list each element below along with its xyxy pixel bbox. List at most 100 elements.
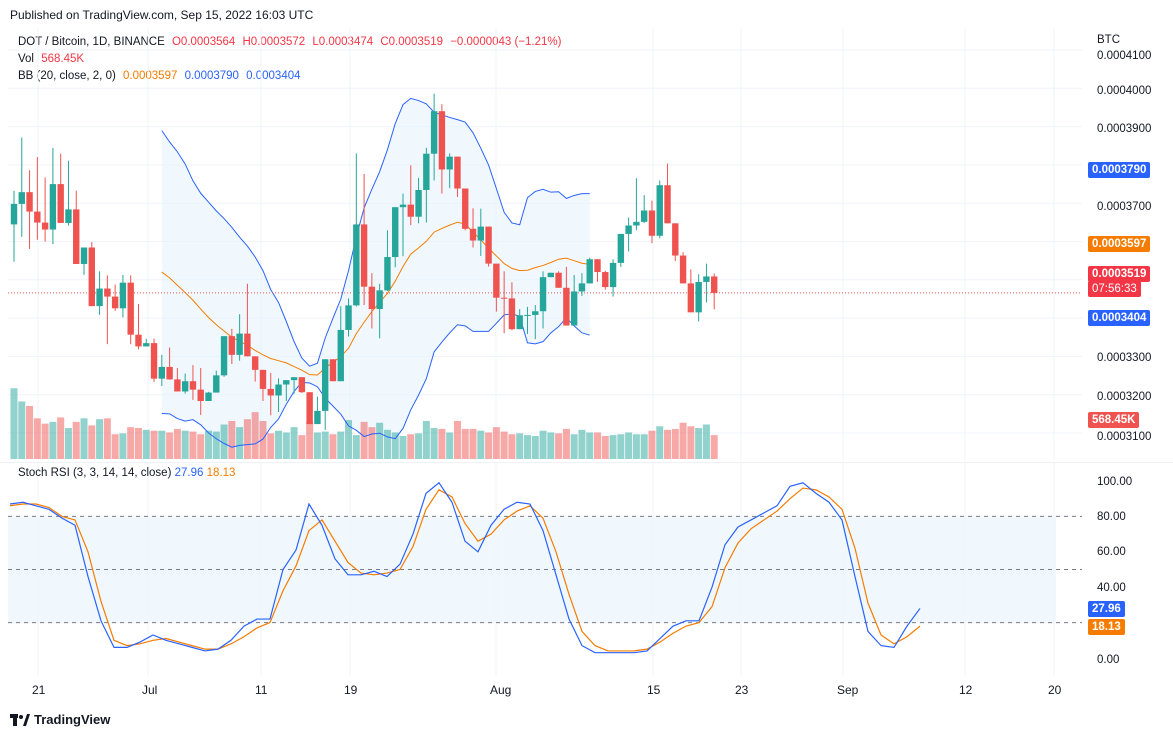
candle-body (407, 204, 414, 217)
volume-bar (523, 435, 531, 459)
candle-body (205, 392, 212, 402)
candle-body (236, 333, 243, 355)
bb-basis-value: 0.0003597 (123, 70, 178, 82)
candle-body (337, 329, 344, 382)
price-tick-label: 0.0003700 (1097, 201, 1151, 213)
candle-body (602, 272, 609, 288)
candle-body (547, 272, 555, 278)
volume-bar (368, 427, 376, 459)
price-chart[interactable]: 0.0004100 0.0004000 0.0003900 0.0003700 0.00… (0, 28, 1173, 460)
change-value: −0.0000043 (−1.21%) (450, 36, 562, 48)
candle-body (34, 211, 41, 223)
candle-body (703, 276, 710, 282)
candle-body (446, 156, 453, 170)
volume-bar (376, 422, 384, 459)
x-tick-label: 15 (647, 683, 661, 697)
volume-bar (562, 428, 570, 459)
bb-basis-badge: 0.0003597 (1088, 236, 1151, 252)
candle-body (679, 255, 687, 284)
volume-bar (259, 420, 267, 459)
volume-bar (710, 435, 718, 459)
volume-bar (313, 432, 321, 459)
candle-body (135, 334, 142, 347)
volume-bar (671, 428, 679, 459)
x-tick-label: 20 (1048, 683, 1062, 697)
volume-bar (205, 430, 212, 459)
candle-body (306, 392, 313, 425)
candle-body (267, 388, 274, 396)
volume-bar (570, 434, 578, 459)
bb-lower-badge: 0.0003404 (1088, 310, 1151, 326)
candle-body (166, 366, 173, 380)
volume-bar (632, 434, 640, 459)
volume-bar (290, 427, 298, 459)
volume-bar (438, 428, 446, 459)
price-tick-label: 0.0004100 (1097, 50, 1151, 62)
candle-body (711, 276, 718, 293)
volume-bar (415, 433, 423, 459)
tradingview-logo[interactable]: TradingView (10, 712, 110, 727)
volume-bar (453, 420, 461, 459)
volume-bar (96, 419, 104, 459)
stoch-tick-label: 0.00 (1097, 654, 1119, 666)
candle-body (111, 296, 119, 309)
volume-bar (111, 434, 119, 459)
candle-body (469, 228, 477, 241)
candle-body (539, 277, 547, 312)
price-tick-label: 0.0003900 (1097, 123, 1151, 135)
volume-bar (150, 430, 158, 459)
candle-body (104, 288, 111, 297)
x-tick-label: 12 (959, 683, 973, 697)
volume-bar (485, 432, 493, 459)
candle-body (672, 223, 679, 256)
candle-body (664, 185, 671, 224)
candle-body (150, 343, 158, 379)
stoch-label[interactable]: Stoch RSI (3, 3, 14, 14, close) (18, 467, 172, 479)
candle-body (423, 153, 430, 190)
bb-label[interactable]: BB (20, close, 2, 0) (18, 70, 116, 82)
price-tick-label: 0.0003200 (1097, 391, 1151, 403)
volume-bar (275, 430, 283, 459)
candle-body (213, 375, 220, 393)
x-tick-label: 21 (32, 683, 46, 697)
volume-bar (383, 429, 391, 459)
candle-body (609, 262, 617, 288)
open-value: O0.0003564 (171, 36, 236, 48)
candle-body (570, 291, 578, 326)
symbol-label[interactable]: DOT / Bitcoin, 1D, BINANCE (18, 36, 165, 48)
volume-bar (625, 432, 633, 459)
stoch-tick-label: 60.00 (1097, 546, 1126, 558)
volume-bar (41, 423, 49, 459)
candle-body (322, 359, 329, 411)
candle-body (500, 297, 508, 299)
price-tick-label: 0.0003100 (1097, 431, 1151, 443)
candle-body (508, 298, 516, 330)
candle-body (384, 257, 391, 291)
volume-value: 568.45K (41, 53, 85, 65)
volume-bar (134, 428, 142, 459)
stoch-rsi-chart[interactable]: 100.00 80.00 60.00 40.00 0.00 (0, 462, 1173, 676)
volume-bar (539, 430, 547, 459)
stoch-d-badge: 18.13 (1088, 619, 1125, 635)
tradingview-icon (10, 713, 30, 726)
candle-body (477, 226, 484, 241)
volume-bar (461, 428, 469, 459)
candle-body (329, 359, 337, 382)
volume-bar (407, 434, 415, 459)
volume-bar (352, 435, 360, 459)
candle-body (368, 286, 376, 310)
candle-body (695, 281, 702, 313)
volume-bar (601, 436, 609, 459)
candle-body (158, 366, 166, 379)
currency-label: BTC (1097, 34, 1120, 46)
candle-body (251, 356, 259, 370)
candle-body (189, 381, 197, 390)
bb-legend: BB (20, close, 2, 0) 0.0003597 0.0003790… (18, 70, 305, 82)
volume-bar (695, 428, 703, 459)
ohlc-legend: DOT / Bitcoin, 1D, BINANCE O0.0003564 H0… (18, 36, 565, 48)
candle-body (10, 203, 18, 225)
volume-bar (360, 421, 368, 459)
volume-bar (516, 433, 524, 459)
volume-label[interactable]: Vol (18, 53, 34, 65)
candle-body (26, 192, 33, 212)
